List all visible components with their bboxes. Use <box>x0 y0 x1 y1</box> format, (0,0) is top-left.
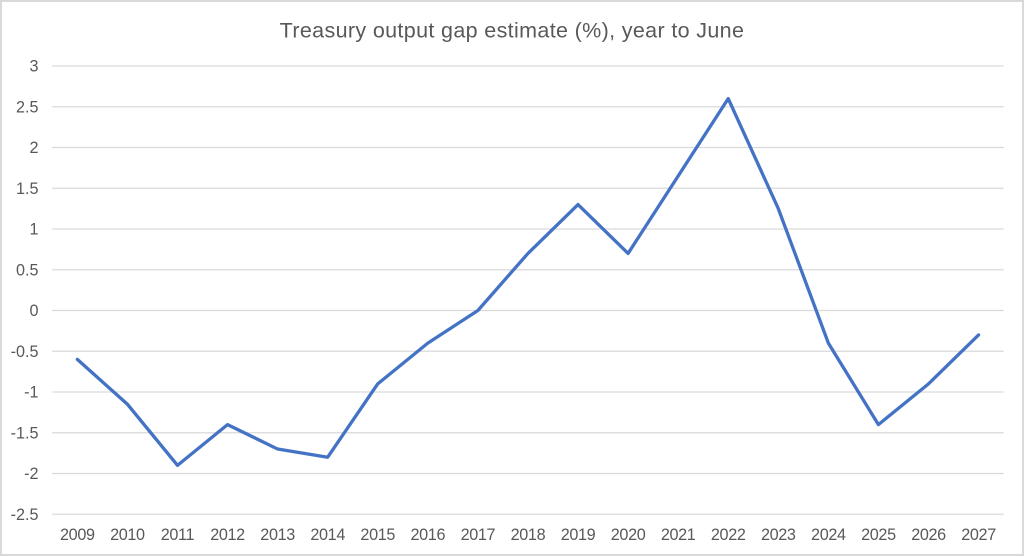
svg-text:2022: 2022 <box>711 526 746 544</box>
svg-text:2027: 2027 <box>961 526 996 544</box>
svg-text:-1: -1 <box>24 384 38 402</box>
svg-text:-0.5: -0.5 <box>11 343 39 361</box>
svg-text:2023: 2023 <box>761 526 796 544</box>
svg-text:2026: 2026 <box>911 526 946 544</box>
svg-text:2024: 2024 <box>811 526 846 544</box>
svg-text:2014: 2014 <box>310 526 345 544</box>
svg-text:2025: 2025 <box>861 526 896 544</box>
svg-text:2013: 2013 <box>260 526 295 544</box>
svg-text:0.5: 0.5 <box>16 261 39 279</box>
svg-text:-1.5: -1.5 <box>11 424 39 442</box>
svg-text:3: 3 <box>29 58 38 76</box>
svg-text:1.5: 1.5 <box>16 180 39 198</box>
svg-text:2.5: 2.5 <box>16 98 39 116</box>
svg-text:2018: 2018 <box>511 526 546 544</box>
svg-text:1: 1 <box>29 221 38 239</box>
svg-text:2019: 2019 <box>561 526 596 544</box>
svg-text:2015: 2015 <box>360 526 395 544</box>
svg-text:2020: 2020 <box>611 526 646 544</box>
svg-text:2017: 2017 <box>461 526 496 544</box>
svg-text:-2.5: -2.5 <box>11 506 39 524</box>
svg-text:2010: 2010 <box>110 526 145 544</box>
svg-text:2011: 2011 <box>161 526 195 544</box>
svg-text:2009: 2009 <box>60 526 95 544</box>
svg-text:0: 0 <box>29 302 38 320</box>
svg-text:-2: -2 <box>24 465 38 483</box>
svg-text:2021: 2021 <box>661 526 696 544</box>
svg-text:2: 2 <box>29 139 38 157</box>
svg-text:2012: 2012 <box>210 526 245 544</box>
svg-text:Treasury output gap estimate (: Treasury output gap estimate (%), year t… <box>280 19 745 43</box>
svg-text:2016: 2016 <box>410 526 445 544</box>
